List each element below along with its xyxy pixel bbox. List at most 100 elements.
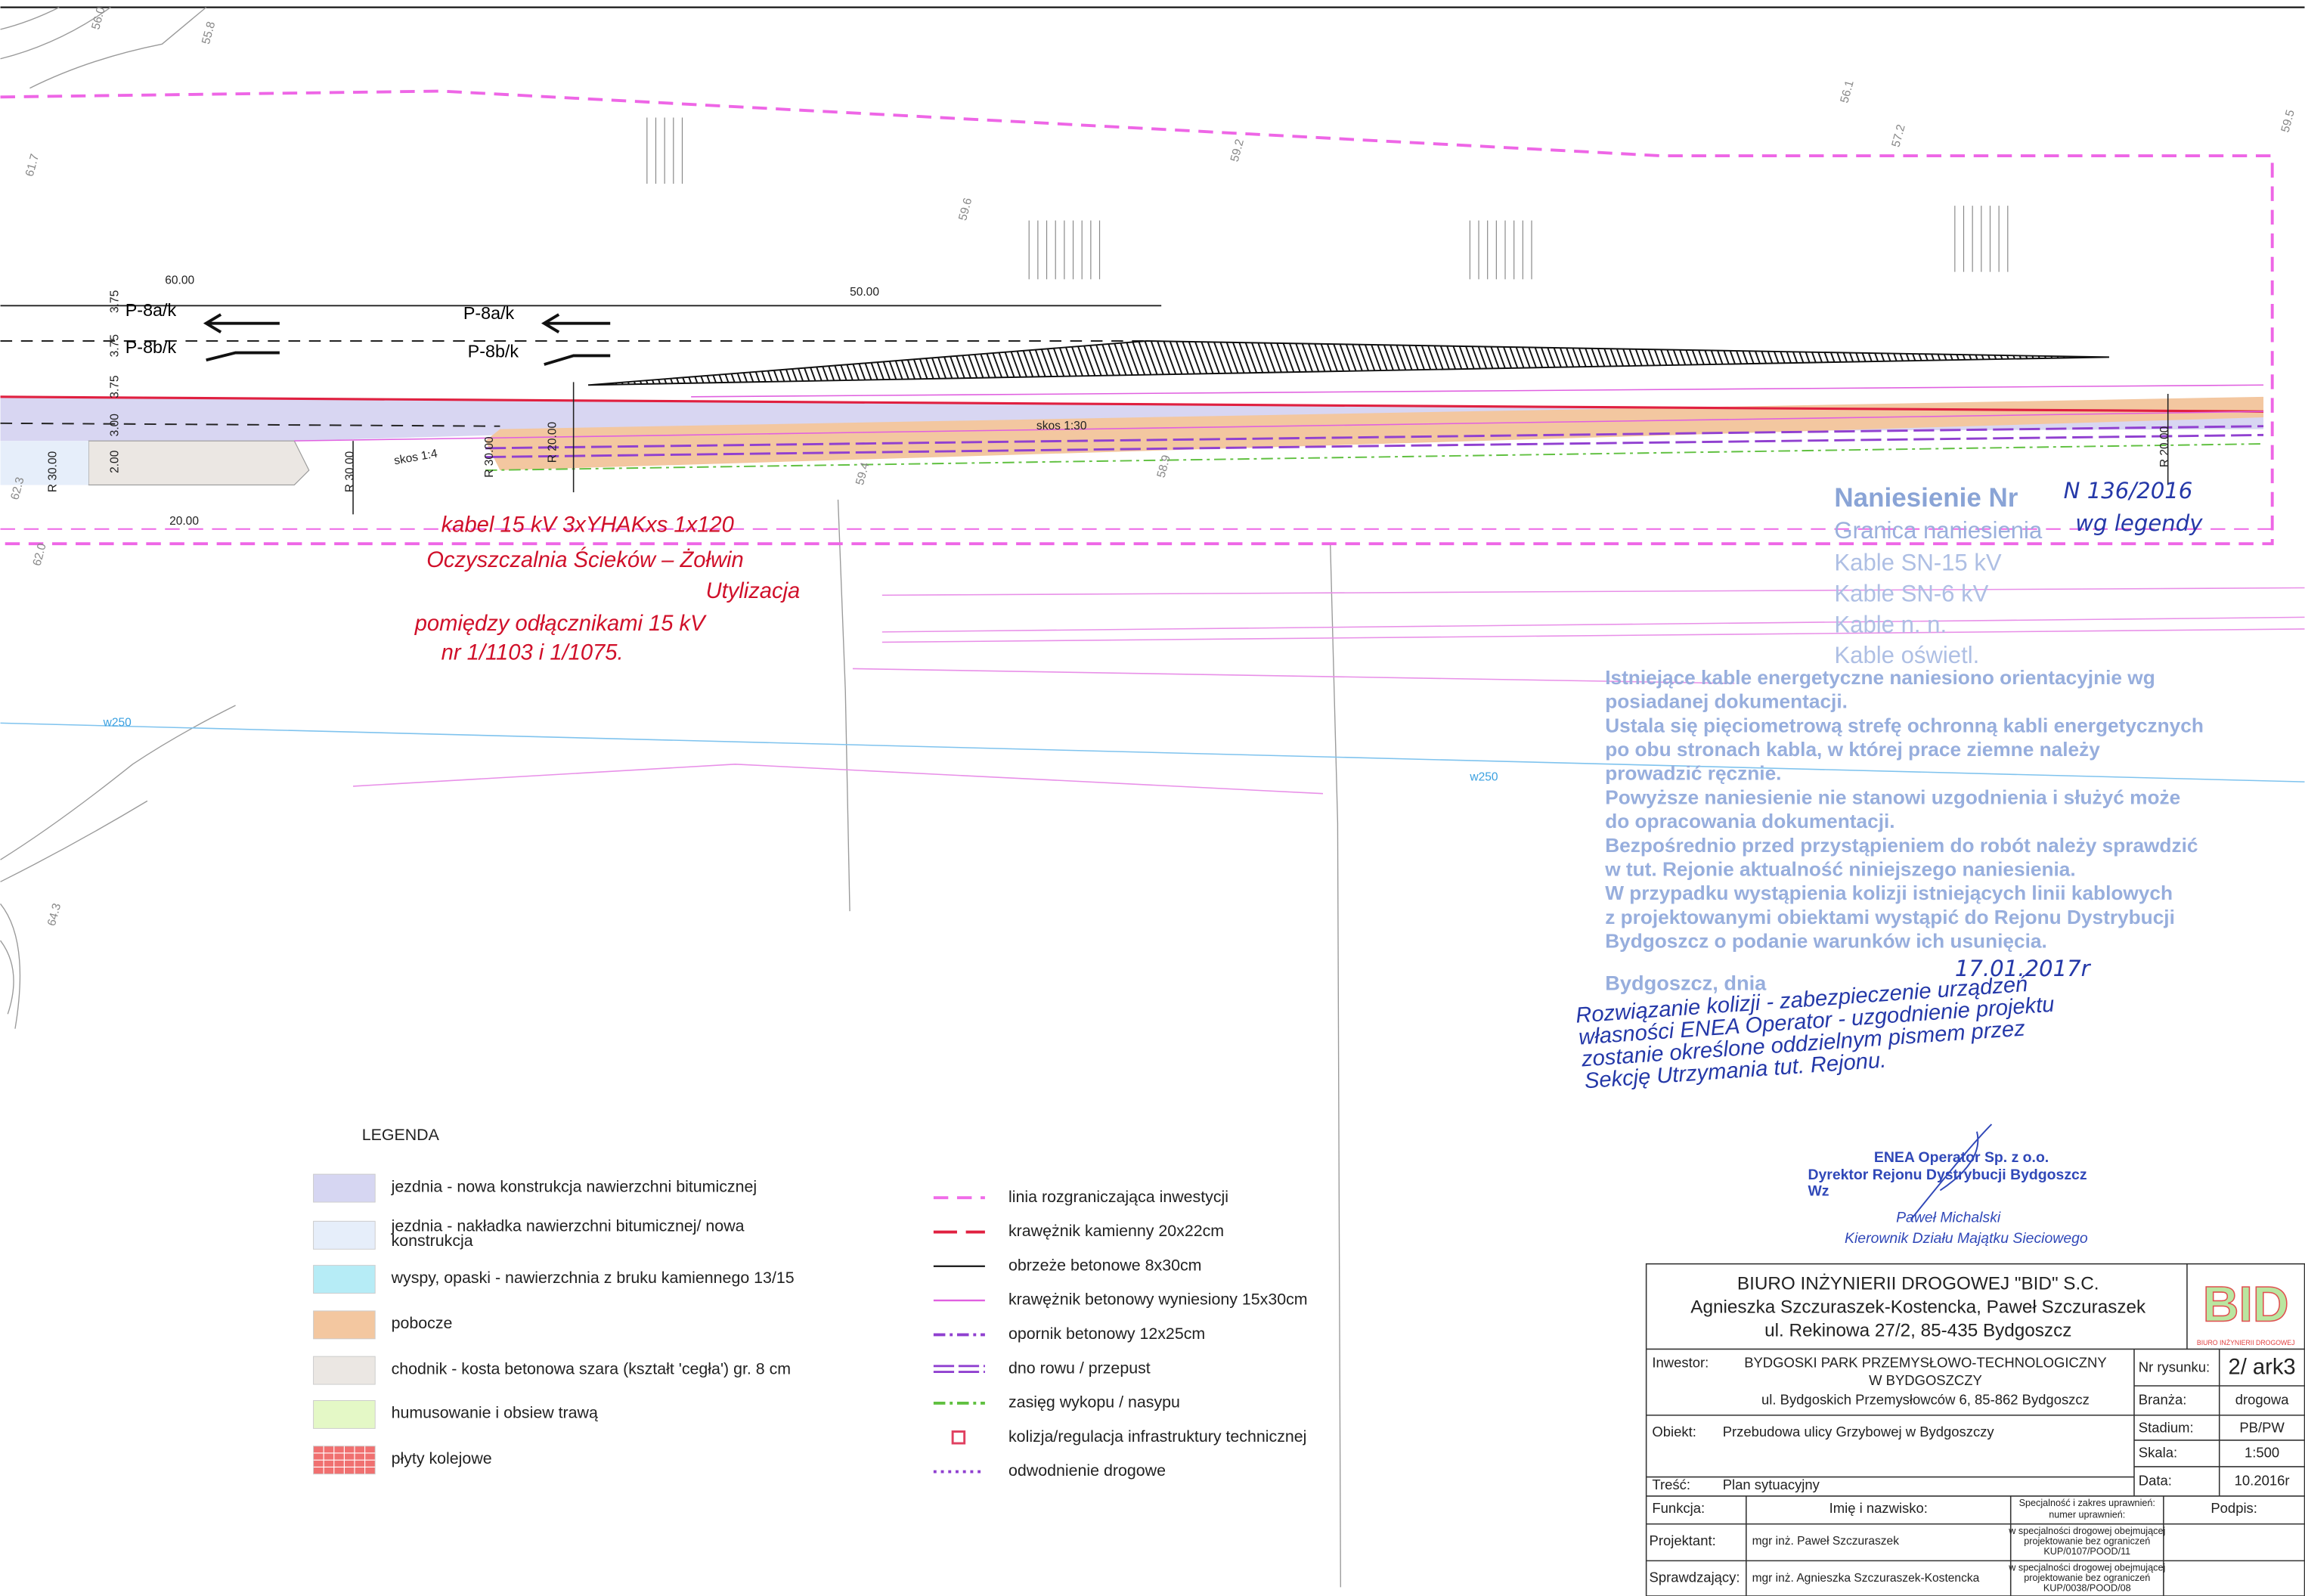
legend-swatch <box>313 1310 376 1340</box>
signature-scribble <box>1910 1123 1993 1220</box>
drawing-element: Kable SN-15 kV Kable SN-6 kV Kable n. n. Ka… <box>1834 550 2001 668</box>
legend-label: opornik betonowy 12x25cm <box>1008 1325 1205 1343</box>
person-name: mgr inż. Agnieszka Szczuraszek-Kostencka <box>1752 1572 1980 1585</box>
label: R 20.00 <box>547 422 559 463</box>
label: R 30.00 <box>483 436 496 478</box>
field-label: Data: <box>2139 1472 2172 1488</box>
drawing-element <box>0 7 60 30</box>
label: wg legendy <box>2075 510 2203 536</box>
stamp-note: prowadzić ręcznie. <box>1605 762 1781 785</box>
drawing-element <box>646 117 683 184</box>
label: Granica naniesienia <box>1834 517 2043 544</box>
drawing-element <box>0 89 2274 546</box>
legend: LEGENDA jezdnia - nowa konstrukcja nawie… <box>313 1126 1308 1480</box>
field-label: Branża: <box>2139 1391 2187 1407</box>
taper-hatch <box>587 339 2109 386</box>
legend-label: jezdnia - nowa konstrukcja nawierzchni b… <box>391 1177 757 1195</box>
label: w250 <box>1469 770 1498 783</box>
cable-line <box>691 384 2264 398</box>
drawing-element <box>0 903 21 1029</box>
legend-label: linia rozgraniczająca inwestycji <box>1008 1188 1228 1206</box>
raised-curb <box>294 411 2264 442</box>
label: numer uprawnień: <box>2049 1509 2125 1520</box>
label: R 30.00 <box>47 451 60 492</box>
investment-boundary <box>0 89 2274 546</box>
legend-label: chodnik - kosta betonowa szara (kształt … <box>392 1359 792 1378</box>
legend-label: zasięg wykopu / nasypu <box>1008 1393 1180 1412</box>
legend-swatch <box>313 1356 376 1385</box>
field-label: Nr rysunku: <box>2139 1359 2210 1375</box>
stamp-note: z projektowanymi obiektami wystąpić do R… <box>1605 906 2175 928</box>
label: Treść: <box>1652 1477 1690 1492</box>
ditch-lines <box>485 425 2264 458</box>
drawing-element: Istniejące kable energetyczne naniesiono… <box>1604 666 2204 953</box>
legend-label: krawężnik kamienny 20x22cm <box>1008 1222 1224 1240</box>
legend-swatch <box>313 1399 376 1429</box>
person-license: KUP/0107/POOD/11 <box>2043 1546 2130 1557</box>
label: Obiekt: <box>1652 1424 1696 1439</box>
person-role: Sprawdzający: <box>1650 1570 1740 1585</box>
stamp-note: Istniejące kable energetyczne naniesiono… <box>1605 666 2155 689</box>
label: 50.00 <box>850 286 879 299</box>
label: N 136/2016 <box>2064 478 2193 504</box>
legend-label: dno rowu / przepust <box>1008 1359 1151 1377</box>
signature-line: Kierownik Działu Majątku Sieciowego <box>1845 1230 2088 1247</box>
stamp-note: Bezpośrednio przed przystąpieniem do rob… <box>1605 834 2198 857</box>
drawing-element <box>881 587 2305 597</box>
label: kabel 15 kV 3xYHAKxs 1x120 <box>441 513 734 538</box>
drawing-element <box>1469 220 1532 280</box>
legend-label: kolizja/regulacja infrastruktury technic… <box>1008 1427 1306 1446</box>
overlay <box>0 441 89 485</box>
label: Funkcja: <box>1652 1500 1705 1516</box>
label: ul. Bydgoskich Przemysłowców 6, 85-862 B… <box>1761 1391 2090 1407</box>
label: 3.75 <box>108 376 121 398</box>
legend-label: wyspy, opaski - nawierzchnia z bruku kam… <box>391 1269 795 1287</box>
sidewalk <box>88 440 310 486</box>
person-license: projektowanie bez ograniczeń <box>2024 1536 2150 1546</box>
legend-label: jezdnia - nakładka nawierzchni bitumiczn… <box>391 1217 745 1235</box>
label: P-8a/k <box>463 303 515 323</box>
title-block <box>1645 1263 2305 1596</box>
label: Naniesienie Nr <box>1834 483 2018 513</box>
label: 60.00 <box>165 274 194 287</box>
stamp-note: w tut. Rejonie aktualność niniejszego na… <box>1604 857 2075 880</box>
field-value: 2/ ark3 <box>2229 1355 2296 1379</box>
person-name: mgr inż. Paweł Szczuraszek <box>1752 1535 1900 1548</box>
label: pomiędzy odłącznikami 15 kV <box>414 612 707 636</box>
drawing-element <box>0 7 111 60</box>
drawing-element <box>1954 206 2009 272</box>
label: Oczyszczalnia Ścieków – Żołwin <box>426 547 743 572</box>
person-license: w specjalności drogowej obejmującej <box>2008 1562 2165 1573</box>
stamp-cable: Kable n. n. <box>1834 611 1947 637</box>
person-license: w specjalności drogowej obejmującej <box>2008 1526 2165 1536</box>
drawing-element: Nr rysunku: 2/ ark3 Branża: drogowa Stadium:… <box>2139 1355 2296 1488</box>
legend-swatch <box>313 1173 376 1203</box>
water-pipe <box>0 722 2305 783</box>
drawing-element <box>203 313 280 333</box>
shoulder <box>485 396 2264 471</box>
label: P-8b/k <box>468 342 519 361</box>
stamp-note: Bydgoszcz o podanie warunków ich usunięc… <box>1605 930 2047 953</box>
label: Utylizacja <box>706 579 801 603</box>
label: Inwestor: <box>1652 1355 1709 1371</box>
drawing-element <box>0 940 14 1015</box>
drawing-element <box>837 499 850 912</box>
legend-swatch <box>313 1220 376 1250</box>
plan-labels: P-8a/k P-8b/k P-8a/k P-8b/k 60.00 50.00 … <box>47 274 2171 783</box>
stamp-cable: Kable SN-15 kV <box>1834 550 2001 576</box>
label: BYDGOSKI PARK PRZEMYSŁOWO-TECHNOLOGICZNY <box>1744 1355 2107 1371</box>
drawing-element <box>485 425 2264 450</box>
person-role: Projektant: <box>1650 1532 1716 1548</box>
stamp-cable: Kable SN-6 kV <box>1834 580 1988 606</box>
field-value: 1:500 <box>2245 1444 2279 1460</box>
stone-curb <box>0 395 2264 413</box>
legend-label: humusowanie i obsiew trawą <box>392 1404 598 1422</box>
drawing-element <box>29 7 207 89</box>
drawing-element <box>206 351 280 362</box>
power-cables <box>353 587 2305 795</box>
drawing-element <box>0 705 236 860</box>
field-label: Stadium: <box>2139 1419 2194 1435</box>
label: ul. Rekinowa 27/2, 85-435 Bydgoszcz <box>1764 1321 2071 1341</box>
